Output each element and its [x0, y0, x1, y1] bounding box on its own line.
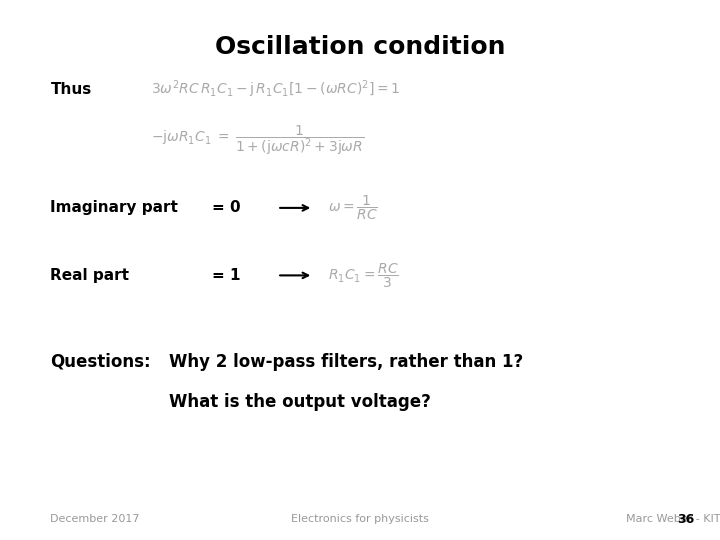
Text: Oscillation condition: Oscillation condition — [215, 35, 505, 59]
Text: Questions:: Questions: — [50, 353, 151, 371]
Text: = 0: = 0 — [212, 200, 241, 215]
Text: Electronics for physicists: Electronics for physicists — [291, 515, 429, 524]
Text: $\omega = \dfrac{1}{RC}$: $\omega = \dfrac{1}{RC}$ — [328, 194, 377, 222]
Text: Marc Weber - KIT: Marc Weber - KIT — [626, 515, 720, 524]
Text: $R_1C_1 = \dfrac{RC}{3}$: $R_1C_1 = \dfrac{RC}{3}$ — [328, 261, 398, 289]
Text: Real part: Real part — [50, 268, 130, 283]
Text: $3\omega^2 RC\,R_1C_1 - \mathrm{j}\,R_1C_1\left[1-(\omega RC)^2\right] = 1$: $3\omega^2 RC\,R_1C_1 - \mathrm{j}\,R_1C… — [151, 78, 400, 100]
Text: Why 2 low-pass filters, rather than 1?: Why 2 low-pass filters, rather than 1? — [169, 353, 523, 371]
Text: = 1: = 1 — [212, 268, 241, 283]
Text: Imaginary part: Imaginary part — [50, 200, 179, 215]
Text: Thus: Thus — [50, 82, 91, 97]
Text: What is the output voltage?: What is the output voltage? — [169, 393, 431, 411]
Text: 36: 36 — [678, 513, 695, 526]
Text: December 2017: December 2017 — [50, 515, 140, 524]
Text: $-\mathrm{j}\omega R_1C_1 \;=\; \dfrac{1}{1+(\mathrm{j}\omega cR)^2+3\mathrm{j}\: $-\mathrm{j}\omega R_1C_1 \;=\; \dfrac{1… — [151, 124, 364, 157]
